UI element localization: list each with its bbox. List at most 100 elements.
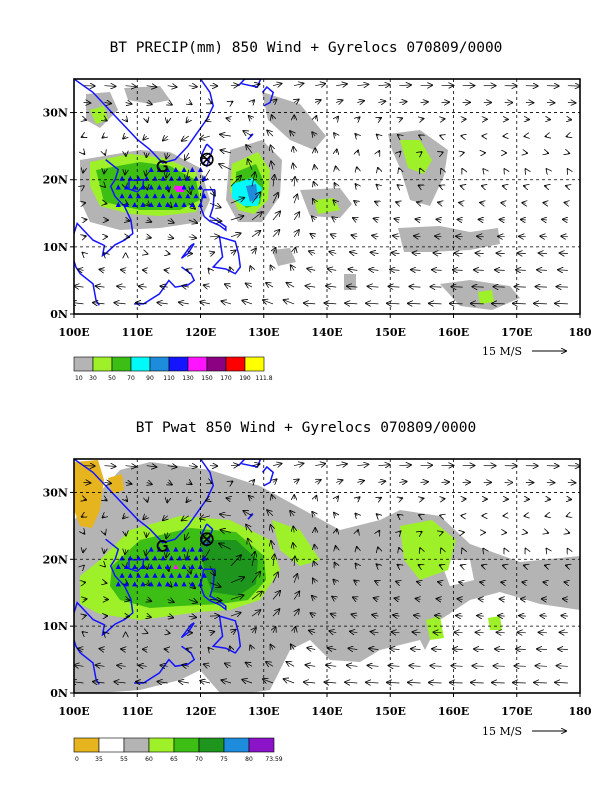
- wind-vector: [378, 118, 381, 119]
- wind-vector: [387, 303, 400, 304]
- wind-vector: [168, 616, 174, 618]
- track-triangle: [193, 572, 199, 578]
- wind-vector: [518, 632, 526, 633]
- wind-vector: [430, 287, 442, 288]
- colorbar-label: 60: [145, 756, 153, 763]
- wind-vector: [83, 103, 91, 104]
- wind-vector: [273, 554, 275, 567]
- wind-vector: [519, 236, 526, 237]
- wind-vector: [440, 136, 441, 137]
- wind-vector: [534, 683, 547, 684]
- wind-vector: [267, 130, 274, 137]
- gyre-center-marker: [200, 152, 214, 167]
- wind-vector: [566, 186, 568, 187]
- wind-vector: [378, 85, 389, 86]
- gyre-markers: [156, 152, 214, 173]
- wind-vector: [420, 85, 433, 86]
- wind-vector: [501, 582, 504, 583]
- track-triangle: [148, 184, 154, 190]
- wind-vector: [93, 303, 105, 304]
- wind-vector: [482, 186, 484, 187]
- precip-area-gray: [398, 226, 500, 252]
- wind-vector: [294, 463, 303, 465]
- wind-vector: [399, 498, 402, 499]
- wind-vector: [187, 270, 189, 271]
- wind-vector: [503, 565, 505, 566]
- wind-vector: [459, 582, 462, 583]
- wind-vector: [314, 545, 315, 550]
- wind-vector: [442, 152, 443, 153]
- wind-vector: [352, 614, 358, 616]
- wind-vector: [226, 118, 231, 119]
- wind-vector: [304, 303, 316, 304]
- wind-vector: [225, 663, 232, 666]
- wind-vector: [557, 287, 568, 288]
- wind-vector: [324, 303, 337, 304]
- coastlines: [74, 79, 275, 306]
- wind-vector: [348, 648, 358, 649]
- wind-vector: [182, 665, 189, 666]
- wind-vector: [179, 681, 189, 683]
- wind-vector: [357, 464, 368, 465]
- wind-vector: [246, 145, 253, 154]
- wind-vector: [219, 164, 232, 170]
- wind-vector: [435, 236, 442, 237]
- wind-vector: [147, 103, 152, 105]
- track-triangle: [181, 167, 187, 173]
- grid-lines: [74, 459, 580, 693]
- wind-vector: [524, 565, 526, 566]
- wind-vector: [293, 164, 294, 170]
- wind-vector: [392, 632, 400, 633]
- wind-vector: [309, 251, 316, 253]
- wind-vector: [336, 480, 342, 482]
- wind-vector: [243, 511, 253, 517]
- x-tick-label: 180: [569, 326, 592, 339]
- wind-vector: [167, 119, 168, 122]
- wind-vector: [374, 598, 379, 600]
- wind-vector: [230, 216, 244, 221]
- wind-vector: [366, 303, 379, 304]
- wind-vector: [222, 680, 232, 683]
- wind-vector: [189, 482, 192, 484]
- wind-vector: [429, 683, 442, 684]
- wind-vector: [411, 270, 421, 271]
- track-triangle: [181, 581, 187, 587]
- wind-vector: [311, 613, 316, 616]
- wind-vector: [354, 580, 357, 582]
- wind-vector: [503, 186, 505, 187]
- wind-vector: [377, 514, 379, 516]
- reference-vector: 15 M/S: [482, 345, 566, 358]
- wind-vector: [357, 151, 358, 153]
- wind-vector: [315, 496, 316, 499]
- track-triangle: [173, 201, 179, 207]
- wind-vector: [416, 219, 421, 220]
- wind-vector: [167, 466, 177, 467]
- x-tick-label: 150E: [375, 705, 406, 718]
- track-triangle: [127, 572, 133, 578]
- wind-vector: [125, 482, 132, 484]
- wind-vector: [492, 683, 505, 684]
- wind-vector: [455, 253, 463, 254]
- x-tick-label: 170E: [501, 705, 532, 718]
- wind-vector: [209, 186, 215, 195]
- wind-vector: [147, 566, 148, 569]
- wind-vector: [306, 286, 316, 287]
- wind-vector: [500, 220, 505, 221]
- y-tick-label: 30N: [43, 486, 68, 499]
- wind-vector: [474, 649, 484, 650]
- wind-vector: [273, 479, 277, 482]
- wind-vector: [104, 549, 105, 553]
- track-triangle: [173, 581, 179, 587]
- y-tick-label: 20N: [43, 553, 68, 566]
- wind-vector: [84, 616, 86, 617]
- wind-vector: [266, 662, 274, 666]
- wind-vector: [315, 84, 325, 86]
- track-triangle: [181, 546, 187, 552]
- wind-vector: [167, 599, 174, 602]
- wind-vector: [516, 649, 526, 650]
- wind-vector: [147, 203, 150, 206]
- colorbar-label: 75: [220, 756, 228, 763]
- wind-vector: [563, 219, 568, 220]
- wind-vector: [357, 547, 358, 549]
